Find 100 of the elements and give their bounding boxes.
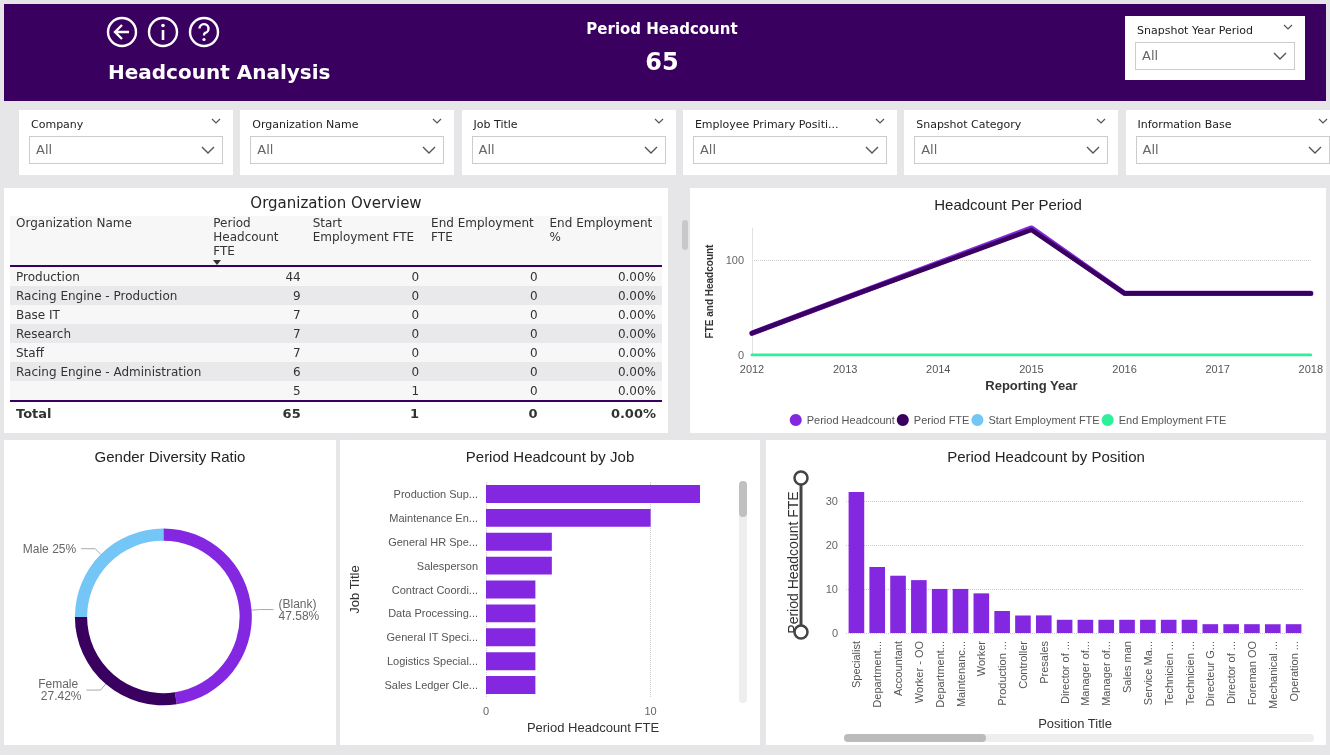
text: 7 [293, 345, 301, 360]
y-axis-title: Period Headcount FTE [785, 491, 801, 634]
text: 0.00% [617, 269, 656, 284]
y-tick-label: Sales Ledger Cle... [384, 679, 478, 692]
text: 44 [285, 269, 301, 284]
category-label: Production [16, 269, 80, 284]
text: All [36, 142, 53, 157]
text: 0 [411, 326, 420, 341]
text: 0 [528, 405, 538, 421]
text: 0.00% [617, 288, 656, 303]
x-axis-title: Position Title [1038, 716, 1112, 731]
chart-title: Period Headcount by Position [947, 448, 1145, 465]
text: 5 [293, 383, 301, 398]
text: 6 [293, 364, 301, 379]
category-label: Racing Engine - Administration [16, 364, 202, 379]
text: 0.00% [617, 345, 656, 360]
category-label: Snapshot Year Period [1137, 24, 1254, 37]
text: 0 [529, 345, 538, 360]
x-tick-label: Manager of... [1100, 641, 1113, 706]
text: 7 [293, 326, 301, 341]
x-tick-label: Department... [871, 641, 884, 708]
text: 0.00% [617, 364, 656, 379]
category-label: Racing Engine - Production [16, 288, 178, 303]
text: All [1142, 142, 1159, 157]
y-tick-label: Salesperson [416, 559, 478, 572]
x-tick-label: 2017 [1205, 362, 1230, 375]
text: Headcount Analysis [108, 60, 331, 84]
x-tick-label: 2012 [739, 362, 765, 375]
y-tick-label: General HR Spe... [388, 535, 478, 548]
slice-label: Male 25% [22, 541, 77, 556]
text: Total [15, 404, 53, 423]
slice-label: (Blank) [278, 596, 320, 611]
text: Period Headcount [585, 20, 739, 38]
x-tick-label: Department... [933, 641, 946, 708]
text: All [257, 142, 274, 157]
text: 0 [529, 326, 538, 341]
x-tick-label: Accountant [892, 641, 905, 697]
y-tick-label: Logistics Special... [386, 655, 478, 668]
x-tick-label: 2018 [1298, 362, 1324, 375]
category-label: Snapshot Category [916, 118, 1022, 131]
category-label: End Employment FTE [425, 216, 544, 266]
category-label: Information Base [1137, 118, 1232, 131]
text: 1 [411, 383, 420, 398]
text: 0 [529, 288, 538, 303]
x-tick-label: Operation ... [1287, 641, 1300, 702]
text: 0 [411, 288, 420, 303]
x-tick-label: 2016 [1112, 362, 1137, 375]
x-tick-label: Worker [975, 640, 988, 677]
y-tick-label: Data Processing... [388, 607, 478, 620]
y-tick-label: General IT Speci... [386, 631, 478, 644]
slice-label: Female [38, 677, 82, 692]
text: 0 [529, 307, 538, 322]
text: Organization Overview [249, 194, 423, 212]
text: 0 [529, 269, 538, 284]
x-tick-label: Technicien ... [1183, 641, 1196, 706]
y-tick-label: 30 [825, 494, 838, 507]
chart-title: Headcount Per Period [934, 196, 1082, 213]
text: 0.00% [617, 307, 656, 322]
x-tick-label: Foreman OO [1245, 640, 1258, 706]
text: 0 [411, 307, 420, 322]
category-label: Base IT [16, 307, 60, 322]
y-tick-label: Production Sup... [393, 487, 478, 500]
x-axis-title: Period Headcount FTE [526, 720, 660, 735]
chart-title: Gender Diversity Ratio [94, 448, 246, 465]
text: 1 [410, 405, 420, 421]
text: 0.00% [617, 383, 656, 398]
category-label: Company [31, 118, 84, 131]
text: All [921, 142, 938, 157]
text: All [1142, 48, 1159, 63]
legend-label: Period Headcount [806, 414, 895, 426]
x-tick-label: Specialist [850, 641, 863, 689]
x-tick-label: Service Ma... [1141, 641, 1154, 706]
text: 7 [293, 307, 301, 322]
category-label: End Employment % [543, 216, 662, 266]
x-tick-label: Sales man [1121, 641, 1134, 693]
text: 0 [411, 345, 420, 360]
y-tick-label: 100 [725, 254, 744, 267]
x-tick-label: Mechanical ... [1266, 641, 1279, 709]
y-axis-title: FTE and Headcount [704, 243, 716, 339]
category-label: Employee Primary Positi... [694, 118, 839, 131]
legend-label: End Employment FTE [1118, 414, 1227, 426]
text: 0.00% [617, 326, 656, 341]
data-label: 27.42% [40, 689, 82, 704]
x-tick-label: Worker - OO [912, 640, 925, 704]
x-tick-label: Technicien ... [1162, 641, 1175, 706]
y-axis-title: Job Title [347, 565, 362, 614]
y-tick-label: 20 [825, 538, 838, 551]
x-tick-label: Director of ... [1225, 641, 1238, 704]
category-label: Period Headcount FTE [207, 216, 307, 266]
legend-label: Start Employment FTE [988, 414, 1100, 426]
text: 0.00% [610, 405, 656, 421]
x-tick-label: 2015 [1019, 362, 1044, 375]
category-label: Research [16, 326, 72, 341]
y-tick-label: Maintenance En... [389, 511, 478, 524]
x-tick-label: Presales [1037, 640, 1050, 684]
text: 0 [529, 383, 538, 398]
y-tick-label: 0 [831, 627, 838, 639]
y-tick-label: Contract Coordi... [391, 583, 478, 596]
text: 65 [282, 405, 301, 421]
x-tick-label: Manager of... [1079, 641, 1092, 706]
